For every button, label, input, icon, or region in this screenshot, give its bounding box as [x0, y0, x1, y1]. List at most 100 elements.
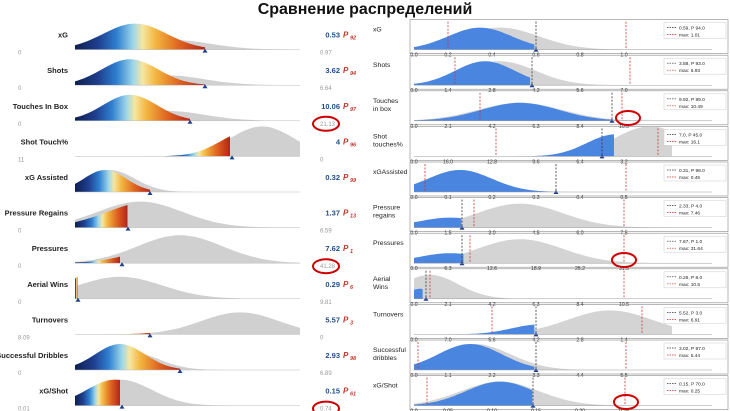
left-row-label: Pressures: [32, 244, 68, 253]
right-legend-entry: max: 10.5: [679, 282, 700, 288]
left-colored-area: [75, 256, 120, 264]
right-legend-entry: max: 7.46: [679, 211, 700, 217]
left-percentile-label: 6: [350, 285, 354, 291]
right-blue-area: [414, 344, 535, 370]
left-max-label: 0.74: [320, 407, 332, 411]
left-value-label: 7.62: [325, 244, 340, 253]
right-grey-area: [414, 203, 672, 228]
left-value-label: 3.62: [325, 66, 340, 75]
right-zero-tick: 0.0: [410, 159, 417, 165]
right-tick-label: 25.2: [575, 266, 585, 272]
left-row-label: Aerial Wins: [27, 280, 68, 289]
right-legend-entry: 7.0, P 45.0: [679, 132, 702, 138]
right-zero-tick: 0.0: [410, 373, 417, 379]
left-min-label: 0: [18, 86, 22, 92]
right-zero-tick: 0.0: [410, 124, 417, 130]
left-min-label: 0: [18, 371, 22, 377]
right-tick-label: 2.2: [488, 373, 495, 379]
right-row-frame: [409, 232, 729, 268]
right-row-frame: [409, 197, 729, 232]
left-value-label: 0.53: [325, 31, 340, 40]
right-tick-label: 0.8: [576, 53, 583, 59]
left-max-label: 6.64: [320, 86, 332, 92]
left-percentile-label: 13: [350, 214, 356, 220]
right-zero-tick: 0.0: [410, 195, 417, 201]
right-tick-label: 7.0: [444, 337, 451, 343]
left-value-marker: [177, 369, 183, 373]
right-zero-tick: 0.0: [410, 231, 417, 237]
left-row-label: Pressure Regains: [5, 209, 68, 218]
right-tick-label: 3.2: [620, 159, 627, 165]
right-tick-label: 31.5: [619, 266, 629, 272]
left-grey-area: [75, 126, 300, 157]
right-tick-label: 8.4: [576, 124, 583, 130]
right-tick-label: 4.2: [488, 302, 495, 308]
right-row-label-line: Aerial: [373, 276, 391, 283]
right-legend-box: [663, 129, 727, 146]
right-tick-label: 1.1: [444, 373, 451, 379]
left-highlight-circle: [312, 115, 340, 132]
left-value-marker: [202, 48, 208, 53]
right-row-frame: [409, 19, 729, 54]
left-colored-area: [75, 332, 150, 335]
right-tick-label: 1.4: [444, 88, 451, 94]
left-colored-area: [75, 205, 128, 228]
right-tick-label: 4.2: [532, 337, 539, 343]
left-percentile-label: 97: [350, 107, 357, 113]
left-percentile-label: 99: [350, 178, 357, 184]
right-blue-area: [414, 288, 423, 299]
right-tick-label: 2.8: [576, 337, 583, 343]
right-row-label-line: regains: [373, 213, 396, 220]
right-tick-label: 1.4: [620, 337, 627, 343]
page-title: Сравнение распределений: [257, 1, 473, 18]
right-tick-label: 0.6: [532, 53, 539, 59]
right-tick-label: 16.0: [443, 159, 453, 165]
right-legend-entry: 9.92, P 99.0: [679, 97, 705, 103]
left-value-marker: [75, 297, 81, 302]
right-zero-tick: 0.0: [410, 409, 417, 411]
right-legend-entry: max: 0.25: [679, 389, 700, 395]
left-max-label: 9.81: [320, 300, 332, 306]
right-row-label: Pressures: [373, 240, 404, 247]
right-legend-box: [663, 200, 727, 217]
left-min-label: 0: [18, 122, 22, 128]
left-colored-area: [75, 344, 180, 370]
right-legend-box: [663, 235, 727, 253]
right-tick-label: 6.0: [576, 231, 583, 237]
right-tick-label: 3.0: [488, 231, 495, 237]
left-max-label: 21.13: [320, 122, 336, 128]
right-legend-entry: 0.15, P 70.0: [679, 382, 705, 388]
right-legend-entry: 0.26, P 8.0: [679, 275, 702, 281]
right-blue-area: [414, 170, 554, 192]
left-colored-area: [75, 23, 205, 50]
right-tick-label: 18.9: [531, 266, 541, 272]
right-legend-entry: 3.88, P 93.0: [679, 61, 705, 67]
right-legend-entry: 0.59, P 94.0: [679, 26, 705, 32]
left-percentile-prefix: P: [343, 280, 349, 289]
right-legend-box: [663, 57, 727, 75]
right-row-label-line: Shot: [373, 133, 387, 140]
right-blue-area: [414, 381, 533, 406]
right-zero-tick: 0.0: [410, 53, 417, 59]
left-grey-area: [75, 235, 300, 264]
right-row-label: xGAssisted: [373, 169, 408, 176]
right-tick-label: 4.4: [576, 373, 583, 379]
left-percentile-label: 92: [350, 36, 356, 42]
right-legend-box: [663, 93, 727, 111]
right-legend-entry: 5.52, P 3.0: [679, 310, 702, 316]
right-row-label: Shot touches%: [373, 133, 403, 148]
right-zero-tick: 0.0: [410, 302, 417, 308]
right-grey-area: [414, 310, 672, 335]
right-row-frame: [409, 161, 729, 197]
right-tick-label: 0.3: [532, 195, 539, 201]
right-legend-box: [663, 307, 727, 324]
left-value-label: 0.29: [325, 280, 340, 289]
right-tick-label: 2.1: [444, 124, 451, 130]
left-row-label: xG/Shot: [39, 387, 68, 396]
right-row-label-line: dribbles: [373, 355, 397, 362]
right-zero-tick: 0.0: [410, 337, 417, 343]
left-percentile-prefix: P: [343, 209, 349, 218]
left-percentile-label: 94: [350, 71, 356, 77]
right-legend-entry: max: 1.01: [679, 33, 700, 39]
left-value-label: 4: [336, 137, 341, 146]
